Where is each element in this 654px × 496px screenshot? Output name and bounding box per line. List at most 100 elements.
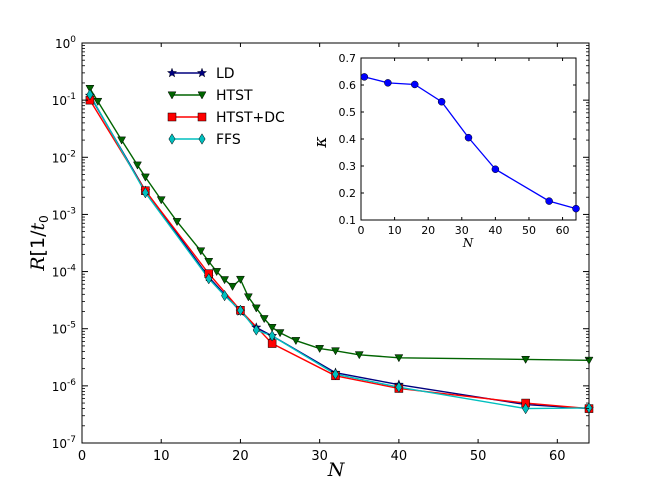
inset-data-point: [572, 204, 580, 213]
inset-x-ticks: 0 10 20 30 40 50 60: [358, 58, 570, 237]
inset-y-axis-label: κ: [311, 136, 331, 148]
data-point-ffs: [141, 187, 149, 199]
inset-x-tick-label: 20: [421, 224, 435, 237]
y-tick-label: 10-4: [52, 264, 77, 280]
data-point-htst: [220, 276, 230, 285]
main-series-markers: [84, 85, 595, 415]
data-point-htst: [212, 268, 222, 277]
x-tick-label: 0: [78, 449, 86, 464]
inset-x-tick-label: 50: [522, 224, 536, 237]
data-point-htst: [354, 351, 364, 360]
data-point-ffs: [395, 381, 403, 393]
inset-y-tick-label: 0.3: [339, 160, 357, 173]
data-point-ffs: [332, 368, 339, 380]
data-point-htst: [204, 258, 214, 267]
x-tick-label: 10: [153, 449, 170, 464]
inset-data-point: [464, 133, 473, 142]
data-point-htst: [521, 355, 531, 364]
inset-x-tick-label: 40: [488, 224, 502, 237]
inset-y-tick-label: 0.1: [339, 214, 357, 227]
legend-label-htst: HTST: [216, 88, 253, 104]
legend-marker-htst: [167, 91, 177, 100]
inset-series-lines: [364, 76, 577, 210]
data-point-htst: [291, 337, 301, 346]
inset-y-tick-label: 0.2: [339, 187, 357, 200]
inset-y-tick-label: 0.5: [339, 106, 357, 119]
inset-data-point: [384, 79, 392, 87]
data-point-htst: [267, 324, 277, 333]
x-tick-label: 50: [470, 449, 487, 464]
inset-series-line: [364, 76, 577, 210]
data-point-htst: [117, 136, 127, 145]
data-point-htst: [251, 304, 261, 313]
data-point-htst: [156, 196, 166, 205]
legend-marker-htst: [197, 91, 207, 100]
data-point-ffs: [86, 88, 94, 101]
inset-x-axis-label: N: [462, 236, 474, 250]
main-plot-frame: [81, 42, 590, 444]
inset-x-tick-label: 10: [388, 224, 402, 237]
y-tick-label: 10-6: [52, 378, 77, 394]
legend-marker-htst-dc: [167, 112, 177, 122]
y-tick-label: 10-2: [52, 149, 76, 165]
x-tick-label: 20: [232, 449, 249, 464]
inset-series-markers: [360, 73, 580, 213]
data-point-ffs: [585, 402, 593, 414]
data-point-htst: [275, 329, 285, 338]
data-point-ffs: [205, 273, 213, 285]
legend-marker-ld: [196, 67, 208, 78]
y-tick-label: 100: [55, 35, 76, 51]
x-tick-label: 40: [391, 449, 408, 464]
y-tick-label: 10-7: [52, 435, 76, 451]
x-tick-label: 30: [311, 449, 328, 464]
data-point-ffs: [252, 324, 260, 336]
data-point-htst: [236, 275, 245, 284]
data-point-htst: [228, 282, 237, 291]
y-label-sym: t: [27, 223, 49, 231]
data-point-htst: [394, 354, 404, 363]
inset-x-tick-label: 0: [358, 224, 365, 237]
inset-data-point: [360, 73, 369, 81]
data-point-ffs: [522, 402, 530, 415]
data-point-htst: [133, 161, 142, 170]
data-point-htst: [331, 347, 340, 356]
y-label-sub: 0: [37, 215, 51, 223]
legend-label-ffs: FFS: [216, 132, 241, 148]
y-tick-label: 10-5: [52, 321, 76, 337]
inset-y-ticks: 0.1 0.2 0.3 0.4 0.5 0.6 0.7: [339, 52, 576, 227]
series-line-ld: [89, 95, 590, 410]
legend-marker-ffs: [198, 133, 206, 145]
legend-marker-htst-dc: [197, 112, 207, 122]
y-tick-label: 10-1: [52, 92, 76, 108]
y-label-main: R: [27, 256, 49, 271]
inset-plot: 0 10 20 30 40 50 60 0.1 0.2 0.3 0.4 0.5 0.6 0.7 N κ: [311, 52, 580, 250]
inset-data-point: [437, 97, 446, 106]
inset-data-point: [491, 165, 500, 173]
inset-y-tick-label: 0.6: [339, 79, 357, 92]
main-x-ticks: 0 10 20 30 40 50 60: [78, 43, 566, 464]
data-point-ffs: [268, 330, 276, 342]
legend-marker-ld: [166, 67, 178, 78]
data-point-htst: [259, 315, 269, 324]
data-point-htst: [196, 247, 206, 256]
y-label-fraction: 1/: [27, 230, 49, 249]
data-point-htst: [243, 293, 253, 302]
main-y-axis-label: R[1/t0: [27, 215, 51, 272]
legend-label-htst-dc: HTST+DC: [216, 110, 285, 126]
legend-marker-ffs: [168, 133, 176, 145]
data-point-ffs: [236, 304, 244, 316]
inset-y-tick-label: 0.7: [339, 52, 357, 65]
data-point-htst: [93, 97, 103, 106]
y-label-open: [: [27, 249, 49, 256]
x-tick-label: 60: [549, 449, 566, 464]
data-point-ffs: [221, 289, 229, 302]
legend-label-ld: LD: [216, 66, 235, 82]
inset-data-point: [545, 197, 553, 205]
main-x-axis-label: N: [327, 459, 346, 481]
inset-y-tick-label: 0.4: [339, 133, 357, 146]
legend: LD HTST HTST+DC FFS: [166, 66, 285, 148]
data-point-htst: [140, 173, 150, 182]
